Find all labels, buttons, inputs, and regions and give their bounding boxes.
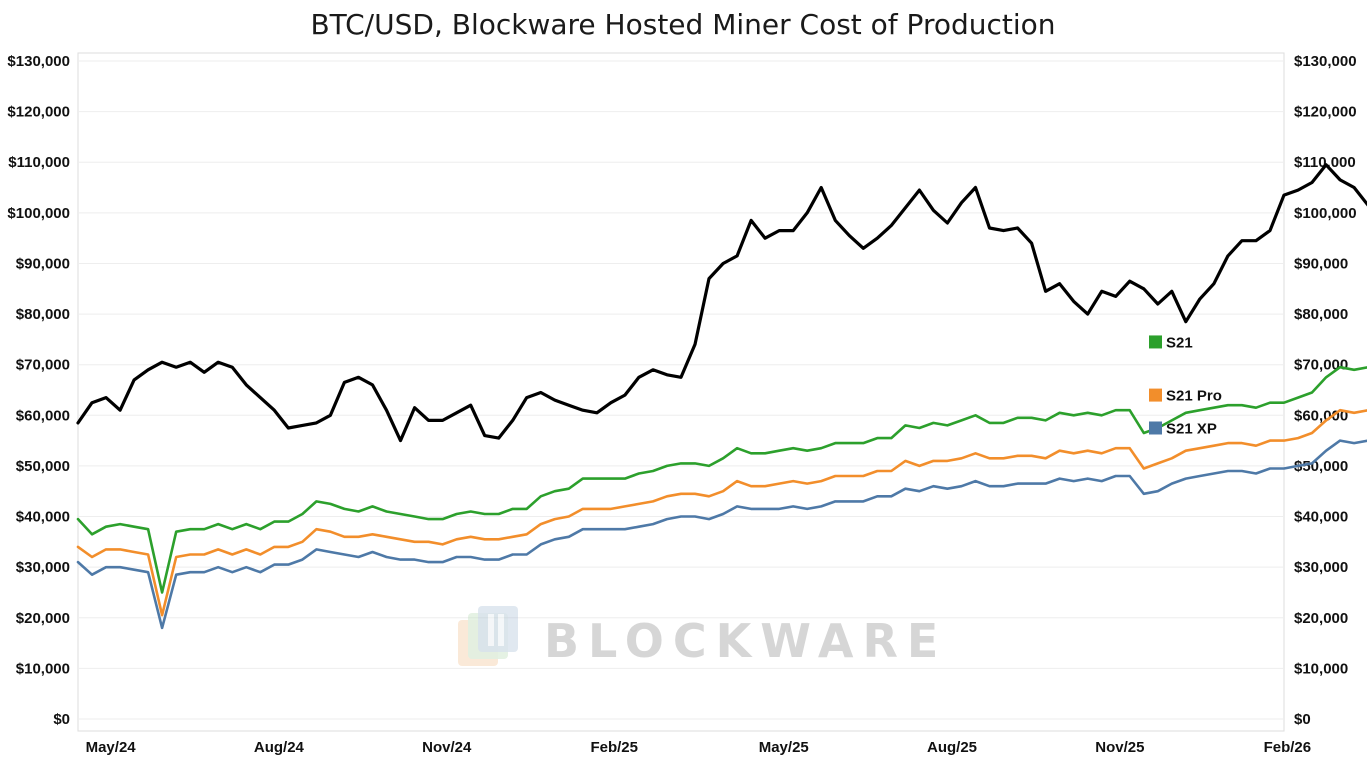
y-tick-label-left: $30,000 xyxy=(16,559,70,576)
y-tick-label-left: $80,000 xyxy=(16,306,70,323)
y-tick-label-left: $90,000 xyxy=(16,255,70,272)
y-axis-left-ticks: $0 $10,000 $20,000 $30,000 $40,000 $50,000 $60… xyxy=(7,53,70,728)
y-tick-label-left: $10,000 xyxy=(16,660,70,677)
series-line-btc-usd xyxy=(76,163,1367,443)
y-tick-label-right: $60,000 xyxy=(1294,407,1348,424)
blockware-watermark: BLOCKWARE xyxy=(458,606,947,668)
x-tick-label: May/24 xyxy=(86,739,137,756)
gridlines xyxy=(78,60,1284,720)
y-tick-label-left: $0 xyxy=(53,711,70,728)
x-axis-ticks: May/24 Aug/24 Nov/24 Feb/25 May/25 Aug/25 Nov/… xyxy=(86,739,1311,756)
y-tick-label-left: $20,000 xyxy=(16,610,70,627)
chart-title: BTC/USD, Blockware Hosted Miner Cost of … xyxy=(310,8,1055,41)
legend-label: S21 XP xyxy=(1166,420,1217,437)
y-tick-label-right: $0 xyxy=(1294,711,1311,728)
legend-swatch xyxy=(1149,335,1162,349)
series-layer xyxy=(76,163,1367,630)
y-tick-label-left: $40,000 xyxy=(16,509,70,526)
x-tick-label: Aug/24 xyxy=(254,739,305,756)
y-tick-label-right: $70,000 xyxy=(1294,357,1348,374)
y-tick-label-left: $100,000 xyxy=(7,205,70,222)
series-line-s21-xp xyxy=(76,439,1367,630)
y-tick-label-right: $90,000 xyxy=(1294,255,1348,272)
x-tick-label: Nov/24 xyxy=(422,739,472,756)
legend-label: S21 Pro xyxy=(1166,388,1222,405)
y-tick-label-right: $100,000 xyxy=(1294,205,1357,222)
y-tick-label-right: $30,000 xyxy=(1294,559,1348,576)
y-tick-label-left: $130,000 xyxy=(7,53,70,70)
series-line-s21 xyxy=(76,365,1367,594)
y-tick-label-right: $110,000 xyxy=(1294,154,1356,171)
y-tick-label-left: $120,000 xyxy=(7,104,70,121)
x-tick-label: Nov/25 xyxy=(1095,739,1144,756)
y-tick-label-left: $50,000 xyxy=(16,458,70,475)
y-tick-label-left: $70,000 xyxy=(16,357,70,374)
y-tick-label-left: $110,000 xyxy=(8,154,70,171)
y-tick-label-right: $20,000 xyxy=(1294,610,1348,627)
x-tick-label: Feb/25 xyxy=(590,739,638,756)
series-line-s21-pro xyxy=(76,408,1367,617)
y-tick-label-left: $60,000 xyxy=(16,407,70,424)
y-tick-label-right: $50,000 xyxy=(1294,458,1348,475)
x-tick-label: May/25 xyxy=(759,739,809,756)
x-tick-label: Feb/26 xyxy=(1264,739,1312,756)
legend-label: S21 xyxy=(1166,334,1193,351)
plot-area xyxy=(77,52,1285,732)
y-tick-label-right: $120,000 xyxy=(1294,104,1357,121)
y-tick-label-right: $80,000 xyxy=(1294,306,1348,323)
legend-swatch xyxy=(1149,421,1162,435)
y-axis-right-ticks: $0 $10,000 $20,000 $30,000 $40,000 $50,000 $60… xyxy=(1294,53,1357,728)
y-tick-label-right: $10,000 xyxy=(1294,660,1348,677)
x-tick-label: Aug/25 xyxy=(927,739,977,756)
legend: S21 S21 Pro S21 XP xyxy=(1149,334,1222,437)
blockware-logo-icon xyxy=(458,606,518,666)
watermark-text: BLOCKWARE xyxy=(544,614,947,668)
legend-swatch xyxy=(1149,388,1162,402)
y-tick-label-right: $40,000 xyxy=(1294,509,1348,526)
y-tick-label-right: $130,000 xyxy=(1294,53,1357,70)
